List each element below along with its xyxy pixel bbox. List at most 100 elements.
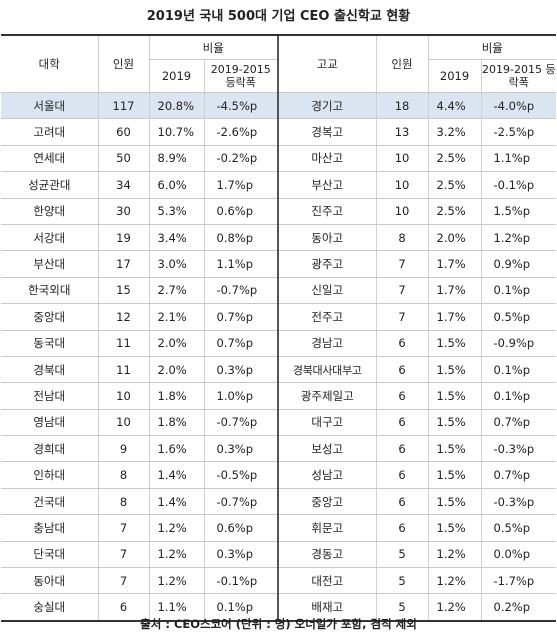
- school-name: 중앙고: [277, 488, 377, 516]
- school-count: 13: [375, 118, 429, 146]
- university-count: 34: [97, 171, 149, 199]
- school-ratio-2019: 1.5%: [427, 330, 482, 357]
- school-name: 보성고: [277, 435, 377, 463]
- university-change: 0.7%p: [203, 303, 279, 331]
- university-ratio-2019: 2.0%: [148, 330, 204, 357]
- school-change: 1.1%p: [480, 145, 557, 173]
- school-ratio-2019: 1.5%: [427, 435, 482, 463]
- university-ratio-2019: 1.8%: [148, 382, 204, 410]
- university-name: 연세대: [1, 145, 98, 173]
- university-count: 8: [97, 488, 149, 516]
- university-name: 한국외대: [1, 277, 98, 305]
- university-name: 서울대: [1, 92, 98, 120]
- university-count: 10: [97, 382, 149, 410]
- university-change: 0.8%p: [203, 224, 279, 252]
- school-change: 1.2%p: [480, 224, 557, 252]
- university-ratio-2019: 1.4%: [148, 488, 204, 516]
- university-count: 11: [97, 356, 149, 384]
- university-ratio-2019: 1.2%: [148, 567, 204, 595]
- school-change: -0.1%p: [480, 171, 557, 199]
- school-ratio-2019: 1.2%: [427, 593, 482, 622]
- university-name: 전남대: [1, 382, 98, 410]
- university-ratio-2019: 1.1%: [148, 593, 204, 622]
- school-count: 6: [375, 514, 429, 542]
- table-row: 경북대 11 2.0% 0.3%p 경북대사대부고 6 1.5% 0.1%p: [1, 356, 557, 384]
- university-name: 동국대: [1, 330, 98, 357]
- university-name: 서강대: [1, 224, 98, 252]
- school-name: 마산고: [277, 145, 377, 173]
- university-change: 0.1%p: [203, 593, 279, 622]
- school-count: 5: [375, 593, 429, 622]
- school-change: 0.1%p: [480, 277, 557, 305]
- university-count: 12: [97, 303, 149, 331]
- school-ratio-2019: 1.7%: [427, 250, 482, 278]
- university-ratio-2019: 1.2%: [148, 541, 204, 569]
- university-name: 한양대: [1, 198, 98, 225]
- school-count: 5: [375, 567, 429, 595]
- university-change: -0.7%p: [203, 277, 279, 305]
- table-row: 중앙대 12 2.1% 0.7%p 전주고 7 1.7% 0.5%p: [1, 303, 557, 331]
- school-count: 7: [375, 277, 429, 305]
- university-change: 0.7%p: [203, 330, 279, 357]
- school-count: 18: [375, 92, 429, 120]
- university-change: 1.7%p: [203, 171, 279, 199]
- school-ratio-2019: 4.4%: [427, 92, 482, 120]
- school-change: 0.0%p: [480, 541, 557, 569]
- header-univ-year: 2019: [148, 59, 204, 93]
- school-count: 6: [375, 435, 429, 463]
- school-count: 7: [375, 303, 429, 331]
- table-row: 동국대 11 2.0% 0.7%p 경남고 6 1.5% -0.9%p: [1, 330, 557, 357]
- source-note: 출처 : CEO스코어 (단위 : 명) 오너일가 포함, 겸직 제외: [140, 617, 417, 631]
- school-count: 7: [375, 250, 429, 278]
- school-ratio-2019: 1.2%: [427, 567, 482, 595]
- university-ratio-2019: 1.2%: [148, 514, 204, 542]
- school-count: 6: [375, 330, 429, 357]
- university-name: 부산대: [1, 250, 98, 278]
- school-change: -0.3%p: [480, 435, 557, 463]
- school-change: 0.7%p: [480, 409, 557, 437]
- university-change: -4.5%p: [203, 92, 279, 120]
- school-count: 6: [375, 488, 429, 516]
- university-change: -0.2%p: [203, 145, 279, 173]
- school-name: 경동고: [277, 541, 377, 569]
- school-name: 경북대사대부고: [277, 356, 377, 384]
- university-name: 성균관대: [1, 171, 98, 199]
- university-count: 50: [97, 145, 149, 173]
- table-row: 경희대 9 1.6% 0.3%p 보성고 6 1.5% -0.3%p: [1, 435, 557, 463]
- university-change: -0.7%p: [203, 488, 279, 516]
- school-count: 6: [375, 409, 429, 437]
- header-school: 고교: [277, 34, 377, 93]
- school-name: 대구고: [277, 409, 377, 437]
- table-row: 단국대 7 1.2% 0.3%p 경동고 5 1.2% 0.0%p: [1, 541, 557, 569]
- school-name: 경기고: [277, 92, 377, 120]
- table-title: 2019년 국내 500대 기업 CEO 출신학교 현황: [146, 9, 411, 24]
- university-count: 7: [97, 514, 149, 542]
- university-ratio-2019: 1.8%: [148, 409, 204, 437]
- university-change: -0.1%p: [203, 567, 279, 595]
- school-ratio-2019: 1.5%: [427, 461, 482, 489]
- school-ratio-2019: 1.2%: [427, 541, 482, 569]
- table-row: 성균관대 34 6.0% 1.7%p 부산고 10 2.5% -0.1%p: [1, 171, 557, 199]
- table-row: 서강대 19 3.4% 0.8%p 동아고 8 2.0% 1.2%p: [1, 224, 557, 252]
- header-school-ratio: 비율: [427, 34, 557, 60]
- university-ratio-2019: 1.6%: [148, 435, 204, 463]
- university-name: 경희대: [1, 435, 98, 463]
- school-name: 광주제일고: [277, 382, 377, 410]
- table-header: 대학 인원 비율 고교 인원 비율 2019 2019-2015 등락폭 201…: [1, 34, 557, 93]
- school-count: 6: [375, 356, 429, 384]
- university-count: 11: [97, 330, 149, 357]
- university-name: 충남대: [1, 514, 98, 542]
- table-row: 부산대 17 3.0% 1.1%p 광주고 7 1.7% 0.9%p: [1, 250, 557, 278]
- school-ratio-2019: 1.5%: [427, 356, 482, 384]
- table-row: 한국외대 15 2.7% -0.7%p 신일고 7 1.7% 0.1%p: [1, 277, 557, 305]
- school-ratio-2019: 2.5%: [427, 171, 482, 199]
- university-name: 영남대: [1, 409, 98, 437]
- school-name: 휘문고: [277, 514, 377, 542]
- university-count: 19: [97, 224, 149, 252]
- university-count: 6: [97, 593, 149, 622]
- university-ratio-2019: 1.4%: [148, 461, 204, 489]
- university-name: 고려대: [1, 118, 98, 146]
- school-name: 진주고: [277, 198, 377, 225]
- school-count: 5: [375, 541, 429, 569]
